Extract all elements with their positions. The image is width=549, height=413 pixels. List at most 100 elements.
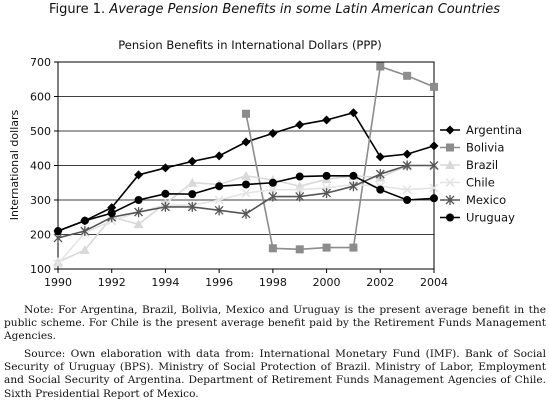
data-point-mexico bbox=[429, 160, 439, 171]
y-tick-label: 300 bbox=[30, 194, 51, 207]
data-point-argentina bbox=[268, 128, 278, 138]
legend-label: Mexico bbox=[466, 193, 506, 207]
data-point-argentina bbox=[375, 152, 385, 162]
data-point-uruguay bbox=[295, 172, 304, 181]
data-point-mexico bbox=[134, 207, 144, 218]
legend-marker bbox=[445, 177, 455, 188]
data-point-brazil bbox=[187, 177, 198, 187]
data-point-chile bbox=[214, 195, 224, 205]
data-point-chile bbox=[268, 185, 278, 195]
data-point-mexico bbox=[160, 201, 170, 212]
legend-label: Argentina bbox=[466, 123, 522, 137]
legend-item-argentina: Argentina bbox=[440, 123, 522, 137]
legend-item-bolivia: Bolivia bbox=[440, 141, 504, 155]
data-point-mexico bbox=[80, 226, 90, 237]
data-point-uruguay bbox=[54, 227, 62, 236]
data-point-mexico bbox=[322, 188, 332, 199]
data-point-mexico bbox=[187, 201, 197, 212]
data-point-uruguay bbox=[215, 182, 224, 191]
series-lines bbox=[53, 62, 439, 269]
y-tick-label: 700 bbox=[30, 56, 51, 69]
legend-marker bbox=[445, 160, 455, 169]
data-point-uruguay bbox=[107, 209, 116, 218]
x-tick-label: 2000 bbox=[313, 276, 341, 289]
y-tick-label: 500 bbox=[30, 125, 51, 138]
note-text: Note: For Argentina, Brazil, Bolivia, Me… bbox=[4, 304, 546, 343]
data-point-argentina bbox=[322, 115, 332, 125]
x-tick-label: 1992 bbox=[98, 276, 126, 289]
data-point-uruguay bbox=[161, 189, 170, 198]
x-axis: 1990 1992 1994 1996 1998 2000 2002 2004 bbox=[44, 269, 448, 289]
figure-caption: Figure 1. Average Pension Benefits in so… bbox=[0, 2, 549, 17]
data-point-chile bbox=[429, 183, 439, 193]
data-point-argentina bbox=[295, 120, 305, 130]
data-point-argentina bbox=[348, 108, 358, 118]
data-point-chile bbox=[402, 185, 412, 195]
data-point-uruguay bbox=[268, 178, 277, 187]
x-tick-label: 1998 bbox=[259, 276, 287, 289]
data-point-uruguay bbox=[80, 216, 89, 225]
data-point-uruguay bbox=[242, 180, 250, 189]
y-tick-label: 600 bbox=[30, 91, 51, 104]
chart-note: Note: For Argentina, Brazil, Bolivia, Me… bbox=[4, 304, 546, 344]
legend-marker bbox=[445, 125, 455, 135]
series-mexico bbox=[53, 160, 439, 243]
data-point-argentina bbox=[214, 151, 224, 161]
data-point-brazil bbox=[53, 257, 63, 267]
y-tick-label: 200 bbox=[30, 229, 51, 242]
source-text: Source: Own elaboration with data from: … bbox=[4, 348, 546, 400]
data-point-chile bbox=[53, 259, 63, 269]
data-point-uruguay bbox=[349, 171, 358, 180]
data-point-bolivia bbox=[349, 243, 358, 252]
data-point-mexico bbox=[214, 205, 224, 216]
data-point-bolivia bbox=[322, 243, 331, 252]
data-point-brazil bbox=[241, 170, 251, 180]
x-tick-label: 1994 bbox=[151, 276, 179, 289]
data-point-mexico bbox=[402, 160, 412, 171]
data-point-uruguay bbox=[430, 194, 438, 203]
data-point-uruguay bbox=[134, 196, 143, 204]
legend-item-mexico: Mexico bbox=[440, 193, 506, 207]
legend: Argentina Bolivia Brazil Chile Mexico Uruguay bbox=[440, 123, 522, 225]
data-point-uruguay bbox=[376, 185, 385, 194]
data-point-bolivia bbox=[403, 71, 412, 80]
y-axis: 100 200 300 400 500 600 700 bbox=[30, 56, 58, 276]
data-point-bolivia bbox=[430, 82, 438, 91]
data-point-mexico bbox=[348, 181, 358, 192]
data-point-uruguay bbox=[188, 190, 197, 199]
data-point-bolivia bbox=[268, 244, 277, 253]
data-point-bolivia bbox=[295, 245, 304, 254]
y-tick-label: 400 bbox=[30, 160, 51, 173]
data-point-argentina bbox=[134, 170, 144, 180]
legend-label: Chile bbox=[466, 176, 495, 190]
x-tick-label: 2004 bbox=[420, 276, 448, 289]
x-tick-label: 1996 bbox=[205, 276, 233, 289]
pension-line-chart: Pension Benefits in International Dollar… bbox=[8, 38, 522, 289]
y-tick-label: 100 bbox=[30, 263, 51, 276]
x-tick-label: 2002 bbox=[366, 276, 394, 289]
x-tick-label: 1990 bbox=[44, 276, 72, 289]
legend-label: Bolivia bbox=[466, 141, 504, 155]
series-line-bolivia bbox=[245, 65, 435, 251]
data-point-brazil bbox=[133, 219, 144, 229]
legend-item-chile: Chile bbox=[440, 176, 495, 190]
data-point-uruguay bbox=[322, 171, 331, 180]
legend-item-uruguay: Uruguay bbox=[440, 211, 515, 225]
data-point-mexico bbox=[241, 208, 251, 219]
chart-title: Pension Benefits in International Dollar… bbox=[118, 38, 381, 52]
legend-marker bbox=[446, 143, 454, 152]
data-point-argentina bbox=[241, 137, 251, 147]
data-point-argentina bbox=[160, 163, 170, 173]
data-point-mexico bbox=[268, 191, 278, 202]
data-point-argentina bbox=[187, 156, 197, 166]
data-point-brazil bbox=[79, 245, 90, 255]
legend-item-brazil: Brazil bbox=[440, 158, 498, 172]
data-point-bolivia bbox=[376, 62, 385, 71]
series-bolivia bbox=[242, 62, 438, 254]
gridlines bbox=[58, 96, 434, 235]
figure-label: Figure 1. bbox=[48, 2, 106, 17]
data-point-mexico bbox=[375, 169, 385, 180]
data-point-argentina bbox=[402, 149, 412, 159]
legend-label: Brazil bbox=[466, 158, 498, 172]
legend-marker bbox=[445, 195, 455, 205]
